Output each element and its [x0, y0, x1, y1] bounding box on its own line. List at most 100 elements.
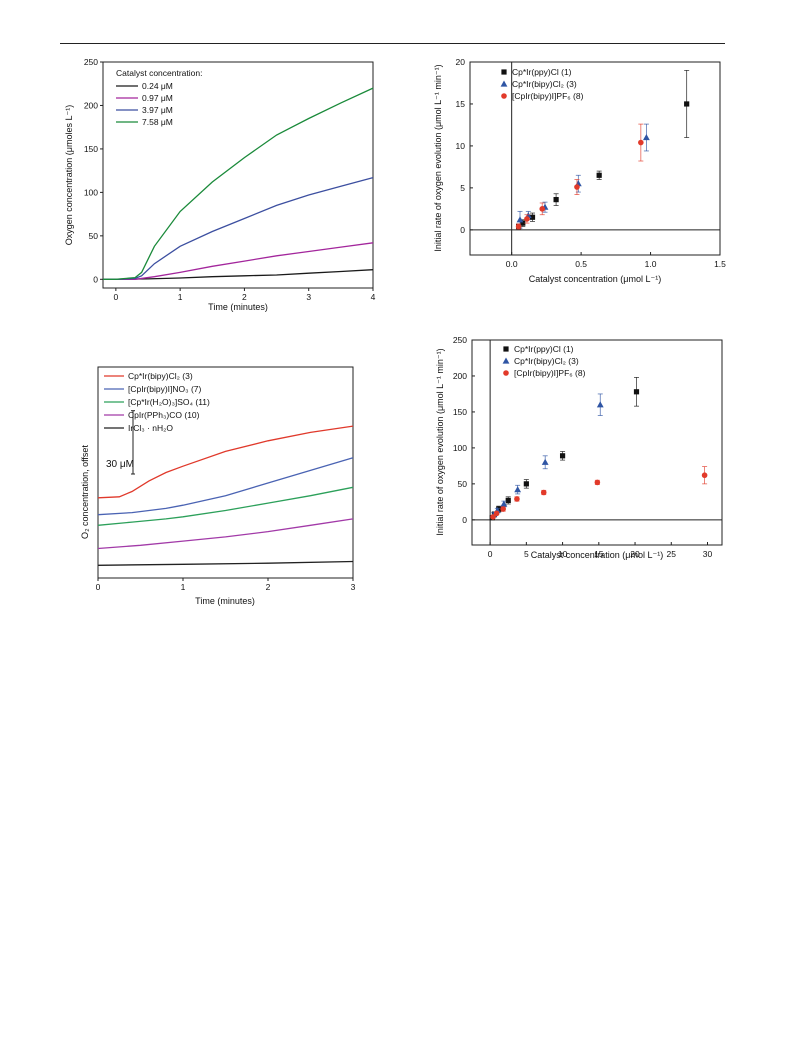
series-group — [515, 69, 690, 230]
plot-area-a: 0 1 2 3 4 0 50 100 150 200 250 — [84, 57, 376, 302]
series-line — [97, 425, 354, 499]
legend-title: Catalyst concentration: — [116, 68, 202, 78]
y-tick-label: 0 — [93, 274, 98, 284]
data-point — [638, 139, 644, 146]
x-axis-ticks: 0.0 0.5 1.0 1.5 — [506, 252, 726, 269]
x-axis-ticks: 0 1 2 3 — [96, 578, 356, 592]
y-tick-label: 50 — [89, 231, 99, 241]
x-axis-ticks: 0 1 2 3 4 — [113, 288, 376, 302]
data-point — [574, 184, 580, 190]
y-tick-label: 0 — [460, 225, 465, 235]
chart-o2-offset-vs-time: 0 1 2 3 Time (minutes) O₂ concentration, of… — [80, 366, 356, 606]
scale-bar — [131, 410, 135, 475]
x-tick-label: 5 — [524, 549, 529, 559]
series-group — [97, 425, 354, 566]
x-tick-label: 0 — [113, 292, 118, 302]
x-tick-label: 1.5 — [714, 259, 726, 269]
data-point — [596, 401, 604, 408]
x-tick-label: 10 — [558, 549, 568, 559]
data-point — [701, 472, 708, 479]
data-point — [500, 500, 508, 507]
data-point — [553, 197, 559, 203]
y-tick-label: 15 — [456, 99, 466, 109]
legend: Cp*Ir(ppy)Cl (1) Cp*Ir(bipy)Cl₂ (3) [CpIr(… — [502, 344, 586, 378]
y-tick-label: 10 — [456, 141, 466, 151]
y-tick-label: 20 — [456, 57, 466, 67]
y-tick-label: 5 — [460, 183, 465, 193]
x-tick-label: 1 — [178, 292, 183, 302]
y-tick-label: 100 — [453, 443, 467, 453]
data-point — [559, 453, 566, 459]
legend-label: [CpIr(bipy)I]NO₃ (7) — [128, 384, 202, 394]
plot-frame — [102, 61, 374, 289]
x-tick-label: 3 — [306, 292, 311, 302]
y-tick-label: 250 — [453, 335, 467, 345]
data-point — [505, 497, 511, 504]
series-line — [97, 560, 354, 566]
y-axis-ticks: 0 5 10 15 20 — [456, 57, 473, 235]
x-tick-label: 2 — [242, 292, 247, 302]
legend-marker — [502, 357, 510, 364]
legend-label: Cp*Ir(bipy)Cl₂ (3) — [512, 79, 577, 89]
plot-area-b: 0.0 0.5 1.0 1.5 0 5 10 15 20 — [456, 57, 727, 269]
plot-frame — [469, 61, 721, 256]
legend-label: [CpIr(bipy)I]PF₆ (8) — [512, 91, 584, 101]
data-point — [633, 389, 640, 395]
y-tick-label: 50 — [458, 479, 468, 489]
x-axis-label: Catalyst concentration (μmol L⁻¹) — [529, 274, 661, 284]
legend-label: IrCl₃ · nH₂O — [128, 423, 173, 433]
legend-label: [Cp*Ir(H₂O)₃]SO₄ (11) — [128, 397, 210, 407]
y-axis-label: Initial rate of oxygen evolution (μmol L… — [433, 64, 443, 251]
legend-label: 0.24 μM — [142, 81, 173, 91]
x-tick-label: 2 — [266, 582, 271, 592]
legend-label: CpIr(PPh₃)CO (10) — [128, 410, 200, 420]
y-axis-ticks: 0 50 100 150 200 250 — [84, 57, 103, 284]
x-tick-label: 0 — [96, 582, 101, 592]
y-tick-label: 200 — [84, 100, 98, 110]
plot-area-d: 0 5 10 15 20 25 30 0 50 100 150 200 250 — [453, 335, 723, 559]
y-axis-ticks: 0 50 100 150 200 250 — [453, 335, 475, 525]
y-tick-label: 100 — [84, 187, 98, 197]
data-point — [642, 134, 650, 141]
data-point — [541, 458, 549, 465]
legend-label: 0.97 μM — [142, 93, 173, 103]
legend-label: Cp*Ir(bipy)Cl₂ (3) — [514, 356, 579, 366]
y-axis-label: Oxygen concentration (μmoles L⁻¹) — [64, 105, 74, 246]
y-tick-label: 0 — [462, 515, 467, 525]
x-tick-label: 1.0 — [645, 259, 657, 269]
data-point — [684, 101, 690, 107]
legend-label: 3.97 μM — [142, 105, 173, 115]
data-point — [514, 486, 522, 493]
series-group — [489, 377, 708, 521]
plot-frame — [471, 339, 723, 546]
legend: Cp*Ir(bipy)Cl₂ (3) [CpIr(bipy)I]NO₃ (7) [C… — [104, 371, 210, 433]
data-point — [516, 216, 524, 223]
x-tick-label: 0 — [488, 549, 493, 559]
x-axis-ticks: 0 5 10 15 20 25 30 — [488, 542, 713, 559]
legend-marker — [500, 80, 508, 87]
legend-label: [CpIr(bipy)I]PF₆ (8) — [514, 368, 586, 378]
legend-label: Cp*Ir(ppy)Cl (1) — [514, 344, 574, 354]
data-point — [520, 220, 526, 226]
legend-marker — [503, 370, 509, 376]
data-point — [529, 214, 536, 220]
x-axis-label: Time (minutes) — [208, 302, 268, 312]
x-tick-label: 30 — [703, 549, 713, 559]
data-point — [514, 496, 520, 502]
plot-frame — [97, 366, 354, 579]
page-header-rule — [60, 43, 725, 44]
x-axis-label: Catalyst concentration (μmol L⁻¹) — [531, 550, 663, 560]
x-tick-label: 25 — [667, 549, 677, 559]
legend-label: Cp*Ir(ppy)Cl (1) — [512, 67, 572, 77]
x-tick-label: 20 — [630, 549, 640, 559]
x-tick-label: 15 — [594, 549, 604, 559]
zero-axes — [472, 340, 722, 545]
chart-rate-full-conc: 0 5 10 15 20 25 30 0 50 100 150 200 250 Catalyst co… — [435, 335, 723, 560]
series-line — [97, 486, 354, 526]
y-tick-label: 250 — [84, 57, 98, 67]
legend-label: Cp*Ir(bipy)Cl₂ (3) — [128, 371, 193, 381]
x-tick-label: 0.5 — [575, 259, 587, 269]
data-point — [596, 172, 602, 178]
y-tick-label: 150 — [84, 144, 98, 154]
y-axis-label: Initial rate of oxygen evolution (μmol L… — [435, 348, 445, 535]
